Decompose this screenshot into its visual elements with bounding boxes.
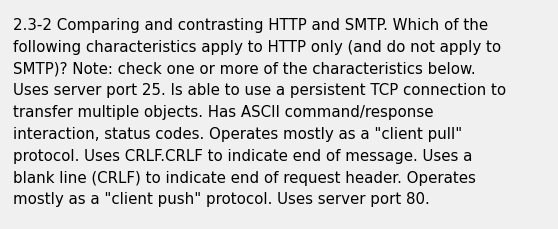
Text: following characteristics apply to HTTP only (and do not apply to: following characteristics apply to HTTP …: [13, 40, 501, 55]
Text: protocol. Uses CRLF.CRLF to indicate end of message. Uses a: protocol. Uses CRLF.CRLF to indicate end…: [13, 148, 473, 163]
Text: transfer multiple objects. Has ASCII command/response: transfer multiple objects. Has ASCII com…: [13, 105, 434, 120]
Text: 2.3-2 Comparing and contrasting HTTP and SMTP. Which of the: 2.3-2 Comparing and contrasting HTTP and…: [13, 18, 488, 33]
Text: interaction, status codes. Operates mostly as a "client pull": interaction, status codes. Operates most…: [13, 126, 462, 141]
Text: SMTP)? Note: check one or more of the characteristics below.: SMTP)? Note: check one or more of the ch…: [13, 61, 475, 76]
Text: Uses server port 25. Is able to use a persistent TCP connection to: Uses server port 25. Is able to use a pe…: [13, 83, 506, 98]
Text: mostly as a "client push" protocol. Uses server port 80.: mostly as a "client push" protocol. Uses…: [13, 192, 430, 207]
Text: blank line (CRLF) to indicate end of request header. Operates: blank line (CRLF) to indicate end of req…: [13, 170, 476, 185]
